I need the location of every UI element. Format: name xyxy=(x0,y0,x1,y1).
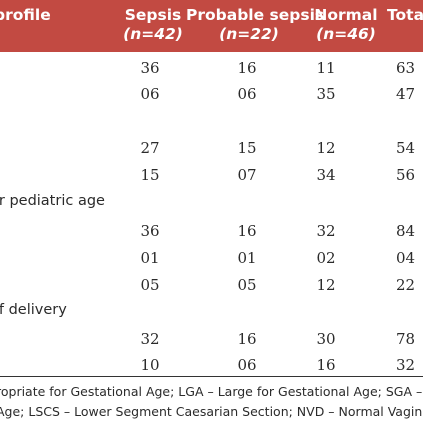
cell-normal: 30 xyxy=(316,330,336,348)
table-bottom-rule xyxy=(0,376,423,377)
table-header xyxy=(0,0,423,52)
cell-probable: 06 xyxy=(237,356,257,374)
cell-probable: 06 xyxy=(237,85,257,103)
header-probable-sepsis: Probable sepsis (n=22) xyxy=(186,6,325,43)
cell-total: 84 xyxy=(396,222,416,240)
cell-normal: 12 xyxy=(316,276,336,294)
footnote-line-2: Age; LSCS – Lower Segment Caesarian Sect… xyxy=(0,404,423,419)
cell-total: 54 xyxy=(396,139,416,157)
cell-sepsis: 36 xyxy=(140,222,160,240)
cell-normal: 34 xyxy=(316,166,336,184)
cell-sepsis: 36 xyxy=(140,59,160,77)
header-sepsis: Sepsis (n=42) xyxy=(123,6,183,43)
cell-sepsis: 32 xyxy=(140,330,160,348)
cell-probable: 15 xyxy=(237,139,257,157)
cell-total: 32 xyxy=(396,356,416,374)
header-normal: Normal (n=46) xyxy=(314,6,378,43)
cell-total: 56 xyxy=(396,166,416,184)
cell-probable: 16 xyxy=(237,222,257,240)
cell-sepsis: 27 xyxy=(140,139,160,157)
cell-sepsis: 10 xyxy=(140,356,160,374)
cell-normal: 02 xyxy=(316,249,336,267)
cell-probable: 07 xyxy=(237,166,257,184)
cell-normal: 32 xyxy=(316,222,336,240)
cell-normal: 16 xyxy=(316,356,336,374)
cell-total: 78 xyxy=(396,330,416,348)
cell-total: 63 xyxy=(396,59,416,77)
cell-sepsis: 05 xyxy=(140,276,160,294)
cell-probable: 01 xyxy=(237,249,257,267)
cell-normal: 11 xyxy=(316,59,336,77)
cell-total: 47 xyxy=(396,85,416,103)
cell-total: 22 xyxy=(396,276,416,294)
cell-probable: 16 xyxy=(237,59,257,77)
section-label-delivery: of delivery xyxy=(0,302,67,318)
header-total: Total xyxy=(387,6,423,24)
header-profile: profile xyxy=(0,6,51,24)
cell-sepsis: 01 xyxy=(140,249,160,267)
cell-probable: 16 xyxy=(237,330,257,348)
cell-normal: 12 xyxy=(316,139,336,157)
section-label-pediatric-age: or pediatric age xyxy=(0,193,105,209)
cell-sepsis: 15 xyxy=(140,166,160,184)
cell-probable: 05 xyxy=(237,276,257,294)
cell-total: 04 xyxy=(396,249,416,267)
footnote-line-1: ropriate for Gestational Age; LGA – Larg… xyxy=(0,384,423,399)
cell-normal: 35 xyxy=(316,85,336,103)
cell-sepsis: 06 xyxy=(140,85,160,103)
